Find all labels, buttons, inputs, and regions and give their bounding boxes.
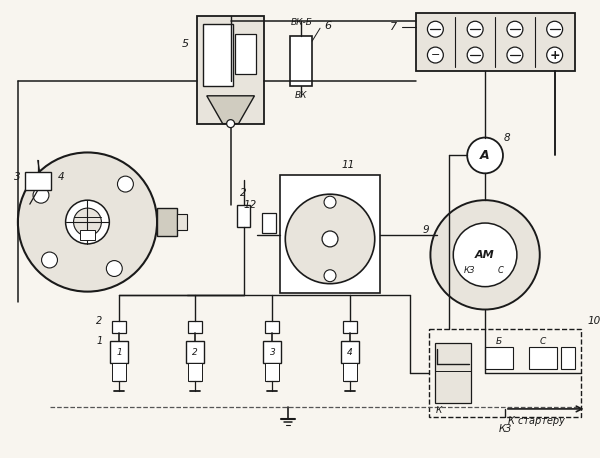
- Text: 2: 2: [96, 316, 103, 327]
- Text: 1: 1: [96, 336, 103, 346]
- Bar: [197, 16, 265, 124]
- Text: 6: 6: [325, 21, 332, 31]
- Bar: [80, 230, 95, 240]
- Text: 2: 2: [240, 188, 247, 198]
- Text: 10: 10: [588, 316, 600, 327]
- Circle shape: [41, 252, 58, 268]
- Circle shape: [118, 176, 133, 192]
- Circle shape: [507, 21, 523, 37]
- Bar: [186, 341, 204, 363]
- Text: 3: 3: [269, 348, 275, 357]
- Circle shape: [324, 270, 336, 282]
- Polygon shape: [207, 96, 254, 124]
- Circle shape: [547, 21, 563, 37]
- Circle shape: [18, 153, 157, 292]
- Text: 4: 4: [58, 172, 64, 182]
- Circle shape: [33, 187, 49, 203]
- Bar: [112, 363, 126, 381]
- Text: АМ: АМ: [475, 250, 495, 260]
- Circle shape: [430, 200, 540, 310]
- Circle shape: [427, 21, 443, 37]
- Text: С: С: [539, 337, 546, 346]
- Bar: [236, 205, 250, 227]
- Text: ВК: ВК: [295, 91, 307, 100]
- Text: КЗ: КЗ: [463, 266, 475, 275]
- Circle shape: [547, 47, 563, 63]
- Circle shape: [453, 223, 517, 287]
- Bar: [157, 208, 177, 236]
- Circle shape: [74, 208, 101, 236]
- Bar: [188, 363, 202, 381]
- Text: +: +: [550, 49, 560, 61]
- Bar: [203, 24, 233, 86]
- Text: Б: Б: [496, 337, 502, 346]
- Bar: [290, 36, 312, 86]
- Text: К стартеру: К стартеру: [508, 416, 565, 426]
- Bar: [430, 329, 581, 417]
- Text: 4: 4: [347, 348, 353, 357]
- Text: ВК-Б: ВК-Б: [290, 18, 312, 27]
- Bar: [235, 34, 256, 74]
- Text: 7: 7: [390, 22, 397, 32]
- Circle shape: [322, 231, 338, 247]
- Text: −: −: [431, 50, 440, 60]
- Bar: [529, 347, 557, 369]
- Bar: [280, 175, 380, 293]
- Text: 12: 12: [244, 200, 257, 210]
- Circle shape: [467, 137, 503, 173]
- Text: 2: 2: [192, 348, 198, 357]
- Text: КЗ: КЗ: [499, 424, 512, 434]
- Circle shape: [427, 47, 443, 63]
- Text: 11: 11: [341, 160, 355, 170]
- Circle shape: [467, 47, 483, 63]
- Bar: [262, 213, 277, 233]
- Bar: [416, 13, 575, 71]
- Circle shape: [324, 196, 336, 208]
- Circle shape: [285, 194, 375, 284]
- Text: А: А: [480, 149, 490, 162]
- Circle shape: [65, 200, 109, 244]
- Bar: [112, 322, 126, 333]
- Bar: [25, 172, 50, 190]
- Circle shape: [507, 47, 523, 63]
- Circle shape: [467, 21, 483, 37]
- Text: 9: 9: [422, 225, 429, 235]
- Bar: [110, 341, 128, 363]
- Bar: [436, 344, 471, 403]
- Circle shape: [106, 261, 122, 277]
- Bar: [343, 363, 357, 381]
- Bar: [343, 322, 357, 333]
- Text: К: К: [436, 406, 443, 415]
- Bar: [265, 363, 280, 381]
- Text: 1: 1: [116, 348, 122, 357]
- Bar: [341, 341, 359, 363]
- Text: 3: 3: [14, 172, 20, 182]
- Bar: [485, 347, 513, 369]
- Bar: [263, 341, 281, 363]
- Bar: [177, 214, 187, 230]
- Text: 5: 5: [181, 39, 188, 49]
- Bar: [265, 322, 280, 333]
- Text: С: С: [498, 266, 504, 275]
- Bar: [188, 322, 202, 333]
- Text: 8: 8: [503, 132, 510, 142]
- Circle shape: [227, 120, 235, 128]
- Bar: [560, 347, 575, 369]
